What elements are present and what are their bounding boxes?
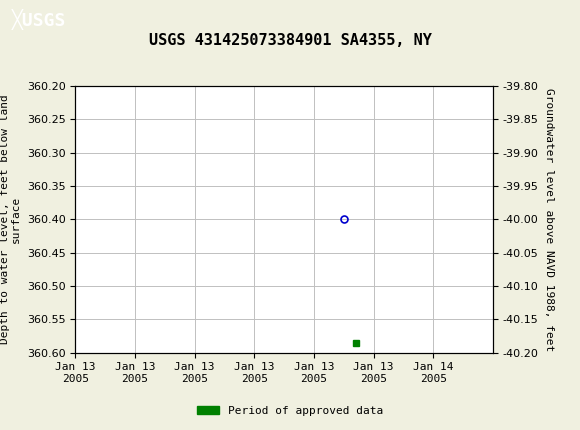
Text: USGS 431425073384901 SA4355, NY: USGS 431425073384901 SA4355, NY	[148, 34, 432, 48]
Y-axis label: Groundwater level above NAVD 1988, feet: Groundwater level above NAVD 1988, feet	[544, 88, 554, 351]
Text: ╳USGS: ╳USGS	[12, 9, 66, 30]
Y-axis label: Depth to water level, feet below land
surface: Depth to water level, feet below land su…	[0, 95, 21, 344]
Legend: Period of approved data: Period of approved data	[193, 401, 387, 420]
